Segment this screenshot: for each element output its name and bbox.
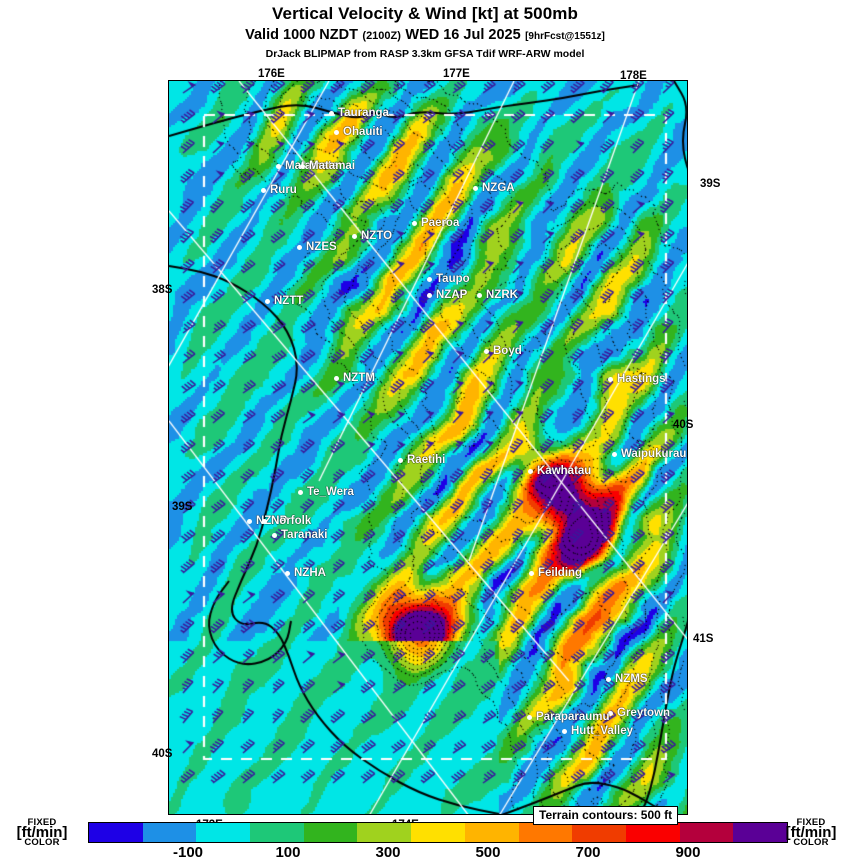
colorbar-tick-100: 100 bbox=[275, 844, 301, 861]
lon-label-178e: 178E bbox=[620, 70, 647, 82]
forecast-tag: [9hrFcst@1551z] bbox=[525, 31, 605, 42]
colorbar-units-left: FIXED [ft/min] COLOR bbox=[3, 818, 81, 848]
model-description: DrJack BLIPMAP from RASP 3.3km GFSA Tdif… bbox=[265, 48, 585, 60]
colorbar-tick--100: -100 bbox=[173, 844, 204, 861]
colorbar-tick-labels: -100 100 300 500 700 900 bbox=[88, 844, 788, 862]
lat-label-39s: 39S bbox=[700, 178, 721, 190]
lat-label-38s: 38S bbox=[152, 284, 173, 296]
colorbar-swatch-4 bbox=[303, 823, 358, 842]
map-container[interactable] bbox=[168, 80, 688, 815]
page-title: Vertical Velocity & Wind [kt] at 500mb bbox=[272, 4, 578, 23]
colorbar-swatch-10 bbox=[625, 823, 680, 842]
colorbar-tick-700: 700 bbox=[575, 844, 601, 861]
colorbar-unit-label-right: [ft/min] bbox=[785, 824, 837, 841]
lat-label-40s: 40S bbox=[673, 419, 694, 431]
valid-time-utc: (2100Z) bbox=[362, 30, 401, 42]
colorbar-swatch-7 bbox=[464, 823, 519, 842]
colorbar-swatch-2 bbox=[196, 823, 251, 842]
colorbar-swatch-11 bbox=[679, 823, 734, 842]
map-frame[interactable] bbox=[168, 80, 688, 815]
colorbar-swatch-0 bbox=[89, 823, 143, 842]
colorbar-fixed-label-right: FIXED bbox=[796, 817, 826, 828]
colorbar-color-label-right: COLOR bbox=[793, 837, 829, 848]
colorbar-color-label-left: COLOR bbox=[24, 837, 60, 848]
valid-time-local: Valid 1000 NZDT bbox=[245, 27, 358, 43]
lat-label-41s: 41S bbox=[693, 633, 714, 645]
colorbar-swatch-12 bbox=[733, 823, 787, 842]
lon-label-177e: 177E bbox=[443, 68, 470, 80]
page-header: Vertical Velocity & Wind [kt] at 500mb V… bbox=[0, 0, 850, 61]
valid-date: WED 16 Jul 2025 bbox=[405, 27, 521, 43]
colorbar-swatch-6 bbox=[411, 823, 465, 842]
colorbar-tick-900: 900 bbox=[675, 844, 701, 861]
lat-label-40s: 40S bbox=[152, 748, 173, 760]
lon-label-176e: 176E bbox=[258, 68, 285, 80]
colorbar-swatch-1 bbox=[142, 823, 197, 842]
colorbar-swatch-8 bbox=[518, 823, 573, 842]
colorbar-tick-500: 500 bbox=[475, 844, 501, 861]
colorbar-fixed-label-left: FIXED bbox=[27, 817, 57, 828]
colorbar-swatch-9 bbox=[572, 823, 626, 842]
valid-time-line: Valid 1000 NZDT (2100Z) WED 16 Jul 2025 … bbox=[0, 25, 850, 46]
vertical-velocity-field bbox=[169, 81, 687, 814]
colorbar-unit-label-left: [ft/min] bbox=[16, 824, 68, 841]
colorbar-swatch-3 bbox=[250, 823, 304, 842]
colorbar-swatch-5 bbox=[357, 823, 412, 842]
colorbar-gradient[interactable] bbox=[88, 822, 788, 843]
lat-label-39s: 39S bbox=[172, 501, 193, 513]
terrain-contour-legend: Terrain contours: 500 ft bbox=[533, 806, 679, 825]
colorbar-row: FIXED [ft/min] COLOR -100 100 300 500 700 900… bbox=[0, 818, 850, 862]
colorbar-units-right: FIXED [ft/min] COLOR bbox=[772, 818, 850, 848]
colorbar-tick-300: 300 bbox=[375, 844, 401, 861]
